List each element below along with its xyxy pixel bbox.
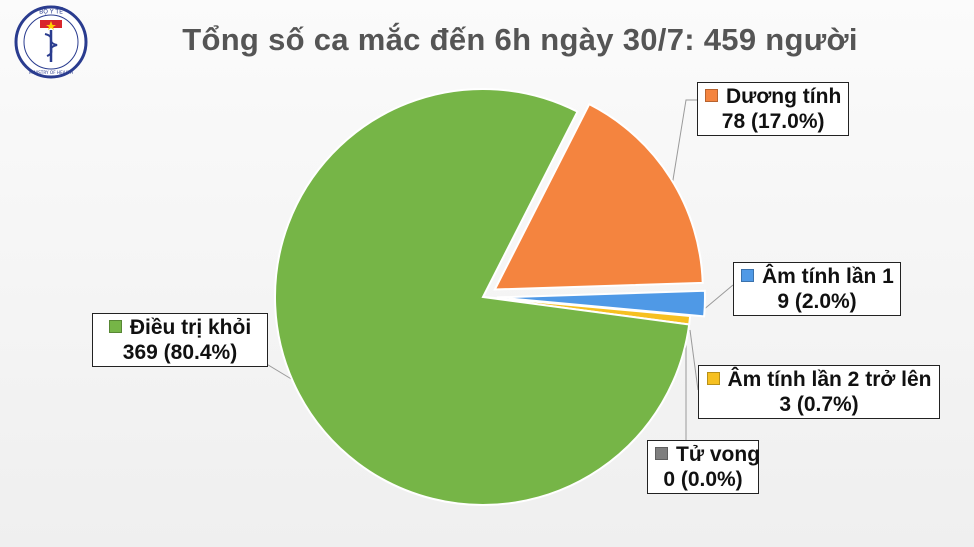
label-dieu-tri-khoi: Điều trị khỏi 369 (80.4%) (92, 313, 268, 367)
label-am-tinh-lan-1: Âm tính lần 1 9 (2.0%) (733, 262, 901, 316)
pie-slices (274, 88, 706, 506)
label-tu-vong-name: Tử vong (676, 443, 761, 466)
leader-duong-tinh (671, 99, 697, 187)
legend-swatch-am-tinh-lan-2 (706, 372, 720, 385)
label-am-tinh-lan-2-value: 3 (0.7%) (779, 393, 859, 416)
label-duong-tinh-value: 78 (17.0%) (721, 110, 825, 133)
legend-swatch-dieu-tri-khoi (108, 320, 122, 333)
logo-bottom-text: MINISTRY OF HEALTH (29, 70, 73, 75)
slice-duong-tinh (493, 102, 704, 291)
label-tu-vong: Tử vong 0 (0.0%) (647, 440, 761, 494)
legend-swatch-tu-vong (655, 447, 668, 460)
legend-swatch-duong-tinh (705, 89, 718, 102)
label-duong-tinh-name: Dương tính (726, 85, 842, 108)
label-tu-vong-value: 0 (0.0%) (663, 468, 743, 491)
slice-am-tinh-lan-1 (496, 289, 706, 318)
ministry-of-health-logo: BỘ Y TẾ MINISTRY OF HEALTH (14, 5, 88, 79)
slice-dieu-tri-khoi (274, 88, 691, 506)
legend-swatch-am-tinh-lan-1 (741, 269, 754, 282)
logo-top-text: BỘ Y TẾ (39, 8, 63, 16)
leader-am-tinh-lan-2 (689, 329, 699, 391)
label-am-tinh-lan-2-name: Âm tính lần 2 trở lên (727, 368, 932, 391)
label-dieu-tri-khoi-name: Điều trị khỏi (129, 316, 252, 339)
label-am-tinh-lan-1-value: 9 (2.0%) (777, 290, 857, 313)
label-dieu-tri-khoi-value: 369 (80.4%) (122, 341, 238, 364)
label-am-tinh-lan-2: Âm tính lần 2 trở lên 3 (0.7%) (698, 365, 940, 419)
label-duong-tinh: Dương tính 78 (17.0%) (697, 82, 850, 136)
label-am-tinh-lan-1-name: Âm tính lần 1 (762, 265, 894, 288)
chart-title: Tổng số ca mắc đến 6h ngày 30/7: 459 ngư… (182, 22, 858, 57)
